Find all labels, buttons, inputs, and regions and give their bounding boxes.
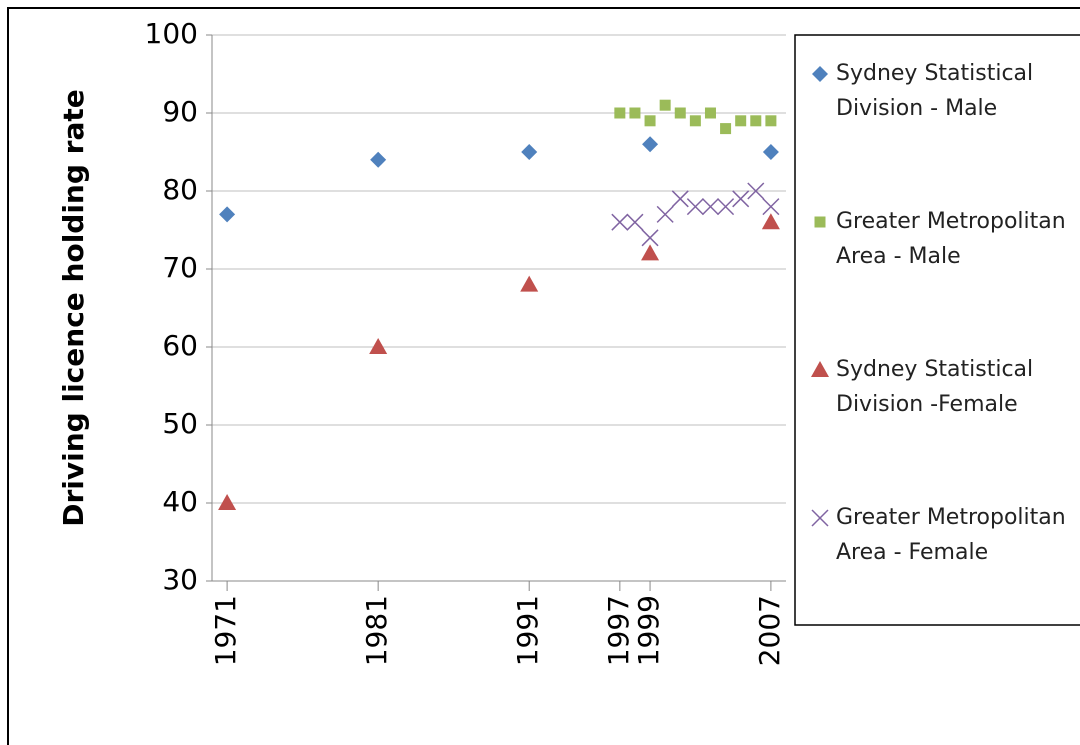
point (629, 107, 641, 119)
point (811, 509, 829, 527)
point (611, 213, 629, 231)
y-tick-label: 90 (162, 95, 198, 128)
point (750, 115, 762, 127)
point (814, 216, 826, 228)
point (369, 338, 388, 354)
frame (7, 7, 1080, 745)
point (656, 205, 674, 223)
y-tick-label: 80 (162, 173, 198, 206)
legend-item: Greater Metropolitan Area - Male (810, 204, 1072, 274)
point (701, 198, 720, 216)
point (761, 213, 780, 230)
y-tick-label: 60 (162, 329, 198, 362)
legend-label: Sydney Statistical Division - Male (836, 61, 1034, 121)
x-tick-label: 1997 (602, 595, 635, 666)
point (521, 144, 538, 160)
y-tick-label: 50 (162, 407, 198, 440)
point (762, 144, 779, 160)
legend-item: Sydney Statistical Division -Female (810, 352, 1072, 422)
y-tick-label: 30 (162, 563, 198, 596)
legend-label: Sydney Statistical Division -Female (836, 357, 1034, 417)
point (720, 123, 732, 135)
x-tick-label: 2007 (753, 595, 786, 666)
point (762, 198, 780, 216)
point (674, 107, 686, 119)
point (641, 229, 659, 247)
point (520, 275, 539, 292)
point (686, 198, 704, 216)
point (641, 244, 660, 261)
point (704, 107, 716, 119)
point (218, 494, 237, 510)
legend-item: Sydney Statistical Division - Male (810, 56, 1072, 126)
y-tick-label: 40 (162, 485, 198, 518)
legend-label: Greater Metropolitan Area - Male (836, 209, 1066, 269)
legend-marker (812, 66, 828, 82)
point (642, 136, 659, 153)
x-tick-label: 1999 (632, 595, 665, 666)
point (219, 206, 236, 223)
x-tick-label: 1991 (511, 595, 544, 666)
point (659, 99, 671, 111)
point (735, 115, 747, 127)
legend-label: Greater Metropolitan Area - Female (836, 505, 1066, 565)
point (732, 190, 750, 208)
point (626, 213, 644, 231)
point (614, 107, 626, 119)
y-axis-label: Driving licence holding rate (57, 89, 90, 527)
point (747, 182, 765, 200)
legend-item: Greater Metropolitan Area - Female (810, 500, 1072, 570)
x-tick-label: 1971 (209, 595, 242, 666)
point (811, 361, 829, 377)
legend-marker (811, 361, 829, 377)
point (717, 198, 735, 216)
point (370, 151, 387, 168)
point (671, 190, 689, 208)
point (689, 115, 701, 127)
y-tick-label: 100 (145, 17, 198, 50)
legend-marker (814, 216, 826, 228)
y-tick-label: 70 (162, 251, 198, 284)
x-tick-label: 1981 (360, 595, 393, 666)
point (765, 115, 777, 127)
point (644, 115, 656, 127)
legend-box (794, 34, 1080, 626)
legend-marker (811, 509, 829, 527)
point (812, 66, 828, 82)
